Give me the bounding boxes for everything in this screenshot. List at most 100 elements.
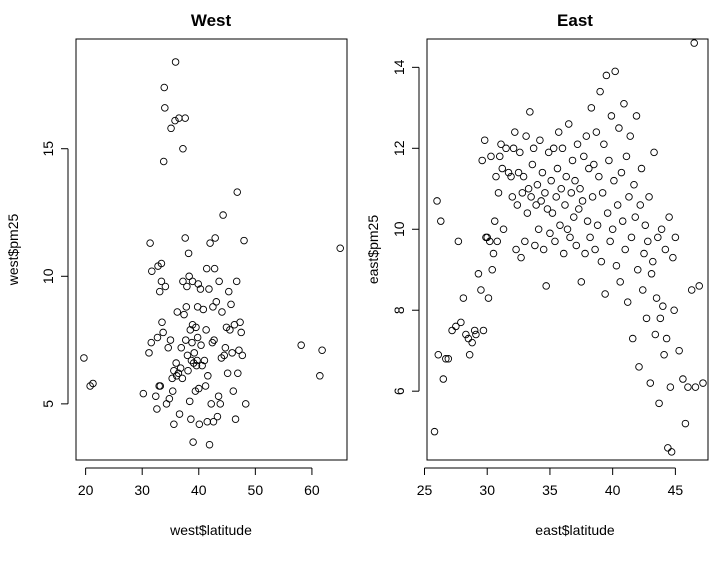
east-point: [650, 148, 658, 157]
east-point: [592, 128, 601, 136]
east-point: [517, 253, 525, 262]
east-point: [641, 221, 650, 229]
east-point: [487, 152, 495, 161]
east-point: [654, 233, 662, 242]
east-point: [595, 172, 603, 181]
east-point: [433, 197, 441, 205]
east-point: [538, 168, 547, 177]
west-point: [198, 361, 206, 370]
east-point: [509, 144, 518, 153]
west-point: [194, 280, 202, 288]
east-point: [646, 379, 655, 387]
west-point: [172, 359, 180, 367]
west-point: [86, 382, 94, 390]
west-point: [223, 369, 232, 377]
west-point: [207, 400, 215, 408]
west-point: [181, 234, 189, 242]
east-point: [630, 180, 638, 189]
east-point: [613, 201, 622, 209]
east-plot-frame: [426, 38, 709, 461]
east-point: [516, 148, 524, 157]
east-point: [492, 172, 500, 181]
west-point: [178, 374, 187, 383]
west-point: [227, 300, 235, 309]
east-point: [645, 193, 653, 201]
west-point: [148, 267, 156, 275]
east-point: [586, 233, 594, 242]
west-x-tick-label: 20: [78, 482, 94, 498]
west-point: [193, 356, 201, 365]
west-point: [167, 124, 175, 133]
east-point: [642, 314, 651, 323]
west-point: [235, 346, 243, 355]
west-point: [153, 405, 161, 413]
west-point: [161, 282, 170, 291]
east-point: [665, 213, 673, 221]
east-point: [488, 265, 496, 274]
east-point: [549, 144, 558, 153]
east-point: [695, 282, 703, 290]
west-point: [219, 211, 227, 219]
west-point: [220, 351, 228, 360]
west-point: [192, 323, 200, 332]
west-point: [139, 389, 148, 398]
east-point: [511, 128, 519, 136]
west-point: [231, 415, 240, 423]
west-point: [190, 349, 198, 357]
west-point: [318, 346, 326, 355]
east-point: [660, 351, 668, 359]
east-point: [591, 245, 599, 254]
east-point: [508, 193, 517, 201]
west-point: [187, 415, 195, 423]
west-point: [205, 440, 214, 449]
west-point: [182, 336, 190, 344]
east-point: [494, 189, 503, 197]
west-point: [153, 333, 162, 342]
east-point: [577, 278, 586, 286]
east-point: [671, 233, 680, 242]
west-point: [162, 400, 171, 408]
west-point: [80, 354, 88, 362]
west-point: [216, 400, 225, 408]
east-point: [464, 334, 473, 343]
west-point: [240, 236, 248, 245]
west-point: [217, 354, 226, 362]
west-point: [183, 282, 191, 291]
west-point: [185, 272, 193, 281]
east-point: [578, 197, 587, 205]
west-point: [210, 264, 219, 273]
east-point: [468, 338, 476, 347]
east-point: [612, 261, 621, 270]
east-point: [499, 225, 508, 234]
east-point: [620, 100, 628, 108]
east-point: [496, 152, 504, 161]
east-point: [442, 355, 450, 363]
east-point: [625, 193, 633, 201]
west-point: [159, 157, 168, 166]
east-point: [551, 237, 559, 246]
east-point: [553, 164, 562, 173]
west-point: [156, 382, 165, 390]
west-point: [336, 244, 344, 252]
west-point: [175, 410, 184, 418]
east-point: [661, 245, 670, 254]
east-point: [552, 193, 560, 201]
west-point: [152, 392, 160, 400]
east-point: [459, 294, 468, 302]
east-point: [635, 363, 643, 371]
east-point: [544, 148, 553, 157]
east-point: [507, 172, 515, 181]
east-y-tick-label: 6: [391, 387, 407, 395]
west-point: [203, 417, 212, 426]
east-point: [587, 104, 596, 112]
east-point: [657, 225, 666, 234]
east-y-axis-label: east$pm25: [365, 215, 381, 284]
east-point: [567, 189, 576, 197]
east-point: [656, 314, 665, 323]
west-point: [181, 114, 189, 122]
east-point: [662, 334, 671, 343]
east-point: [543, 205, 552, 213]
west-point: [168, 374, 176, 383]
east-point: [631, 213, 639, 221]
east-point: [556, 221, 564, 229]
